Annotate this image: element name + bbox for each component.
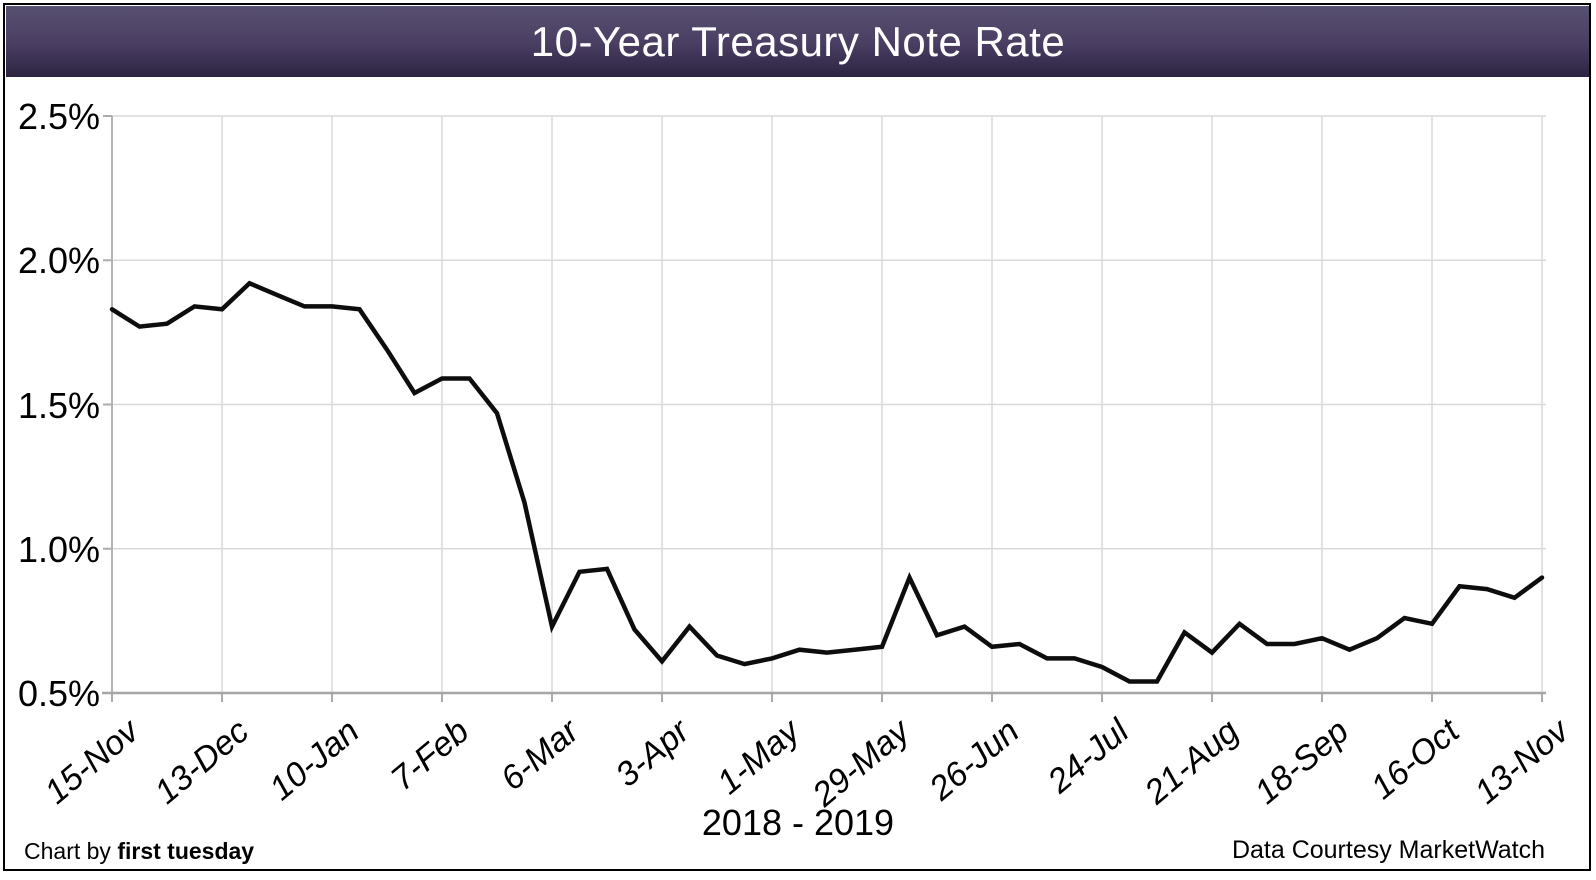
chart-title-bar: 10-Year Treasury Note Rate xyxy=(6,6,1590,77)
y-tick-label: 1.0% xyxy=(17,528,100,570)
chart-title: 10-Year Treasury Note Rate xyxy=(530,17,1066,65)
y-tick-label: 2.5% xyxy=(17,96,100,137)
credit-left: Chart by first tuesday xyxy=(24,838,254,865)
y-tick-label: 0.5% xyxy=(17,673,100,714)
credit-left-brand: first tuesday xyxy=(117,838,255,864)
credit-left-prefix: Chart by xyxy=(24,838,118,864)
credit-right: Data Courtesy MarketWatch xyxy=(1231,836,1545,864)
treasury-rate-line xyxy=(109,280,1545,684)
y-tick-label: 1.5% xyxy=(17,384,100,426)
y-tick-label: 2.0% xyxy=(17,240,100,282)
x-axis-title: 2018 - 2019 xyxy=(701,802,895,843)
